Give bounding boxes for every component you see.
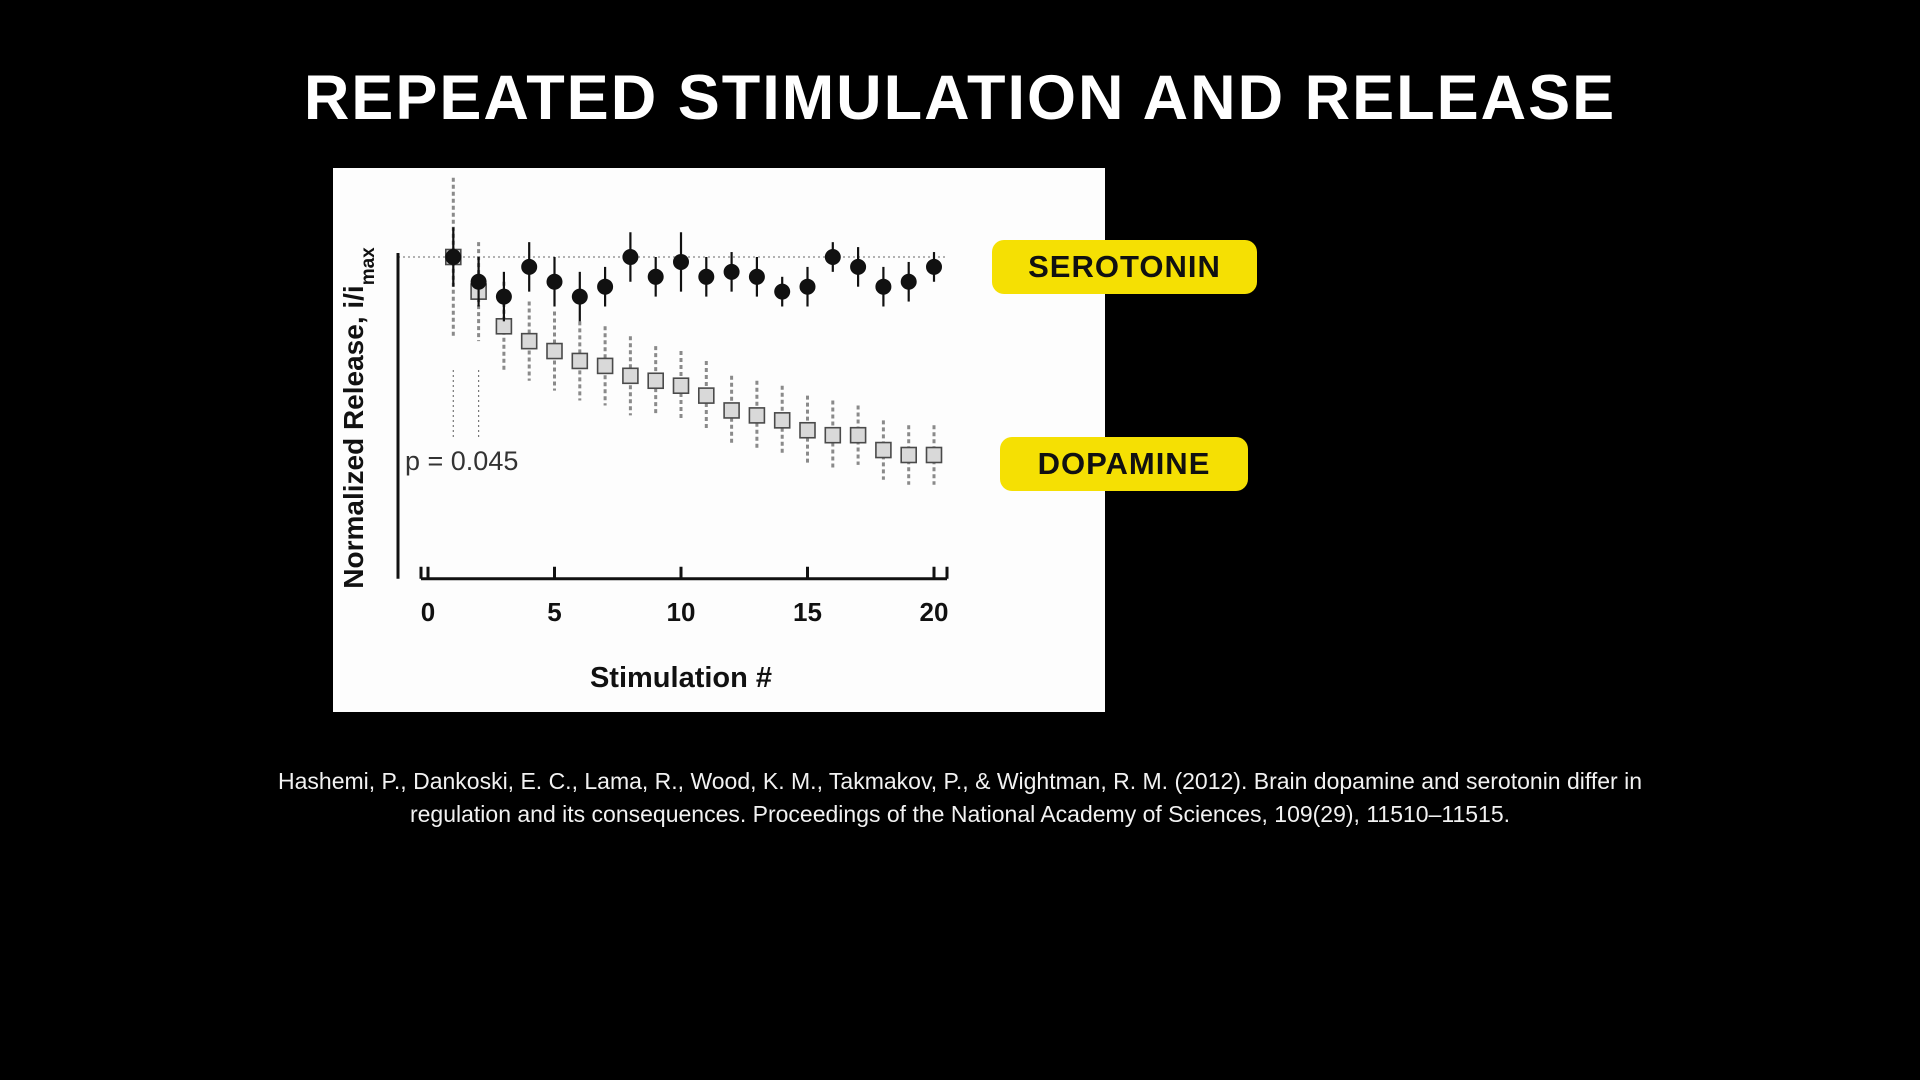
citation: Hashemi, P., Dankoski, E. C., Lama, R., … — [278, 768, 1642, 828]
slide-title: REPEATED STIMULATION AND RELEASE — [303, 63, 1617, 133]
figure-panel: 0 5 10 15 20 Stimulation # Normalized Release,… — [333, 168, 1105, 712]
svg-text:p = 0.045: p = 0.045 — [405, 446, 518, 476]
svg-text:10: 10 — [667, 597, 696, 627]
svg-text:Normalized Release, i/imax: Normalized Release, i/imax — [338, 247, 379, 589]
svg-text:20: 20 — [920, 597, 949, 627]
svg-text:5: 5 — [547, 597, 561, 627]
scatter-chart: 0 5 10 15 20 Stimulation # Normalized Release,… — [338, 177, 949, 694]
svg-text:0: 0 — [421, 597, 435, 627]
svg-text:15: 15 — [793, 597, 822, 627]
dopamine-label: DOPAMINE — [1000, 437, 1248, 491]
svg-text:Stimulation #: Stimulation # — [590, 662, 772, 694]
serotonin-label: SEROTONIN — [992, 240, 1257, 294]
